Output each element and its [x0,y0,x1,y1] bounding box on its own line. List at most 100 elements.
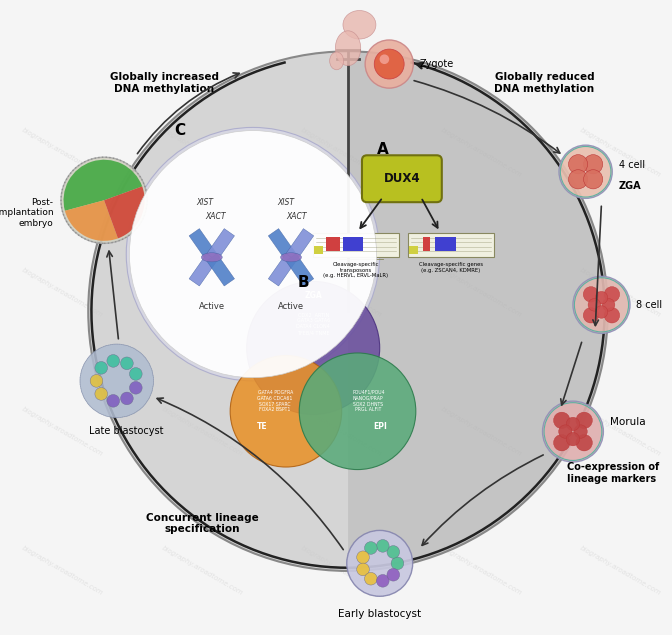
Text: biography.aroadtome.com: biography.aroadtome.com [579,545,662,597]
Text: ZGA: ZGA [304,291,322,300]
Circle shape [583,286,599,302]
Text: biography.aroadtome.com: biography.aroadtome.com [579,266,662,318]
Text: B: B [298,275,310,290]
Text: biography.aroadtome.com: biography.aroadtome.com [300,266,384,318]
Ellipse shape [280,253,302,262]
Circle shape [588,298,601,311]
Ellipse shape [202,253,222,262]
Text: Active: Active [199,302,225,311]
Text: Early blastocyst: Early blastocyst [338,609,421,619]
Text: Co-expression of
lineage markers: Co-expression of lineage markers [566,462,659,483]
Circle shape [569,155,588,174]
Text: biography.aroadtome.com: biography.aroadtome.com [161,406,244,457]
Text: biography.aroadtome.com: biography.aroadtome.com [300,545,384,597]
Text: POU4F1/POU4
NANOG/PRAP
SOX2 DHNTS
PRGL ALFIT: POU4F1/POU4 NANOG/PRAP SOX2 DHNTS PRGL A… [352,390,384,412]
Text: GATA4 PDGFRA
GATA6 CDCA61
SOX17 SPARC
FOXA2 BSPT1: GATA4 PDGFRA GATA6 CDCA61 SOX17 SPARC FO… [257,390,293,412]
Circle shape [61,157,147,243]
Text: biography.aroadtome.com: biography.aroadtome.com [579,406,662,457]
Circle shape [604,307,620,323]
FancyArrow shape [268,254,296,286]
Circle shape [374,49,404,79]
FancyBboxPatch shape [408,233,494,257]
Text: Morula: Morula [610,417,645,427]
FancyArrow shape [286,229,314,261]
Circle shape [357,563,370,576]
Text: biography.aroadtome.com: biography.aroadtome.com [579,127,662,178]
Circle shape [595,291,607,304]
Circle shape [299,353,416,469]
Text: biography.aroadtome.com: biography.aroadtome.com [300,406,384,457]
Text: Late blastocyst: Late blastocyst [89,427,163,436]
Text: Globally reduced
DNA methylation: Globally reduced DNA methylation [495,72,595,94]
Text: Concurrent lineage
specification: Concurrent lineage specification [146,512,259,534]
Circle shape [376,575,389,587]
Text: DUX4: DUX4 [384,172,420,185]
Text: biography.aroadtome.com: biography.aroadtome.com [439,127,523,178]
Text: EPI: EPI [373,422,386,431]
Circle shape [120,392,133,404]
Text: XIST: XIST [277,197,294,206]
Text: TE: TE [257,422,268,431]
Bar [409,246,418,254]
Text: C: C [175,123,185,138]
Text: XIST: XIST [196,197,213,206]
Wedge shape [65,200,118,241]
FancyArrow shape [207,254,235,286]
Wedge shape [88,51,348,571]
Circle shape [130,382,142,394]
Circle shape [130,131,376,378]
Ellipse shape [335,30,361,65]
Circle shape [583,307,599,323]
FancyArrow shape [189,229,217,261]
Circle shape [80,344,153,418]
Circle shape [107,354,120,367]
Wedge shape [104,187,144,238]
Circle shape [387,545,400,558]
Text: XACT: XACT [286,212,307,221]
Circle shape [602,298,615,311]
Bar [423,237,430,251]
FancyArrow shape [268,229,296,261]
Circle shape [542,401,603,462]
Text: Cleavage-specific
transposons
(e.g. HERVL, ERVL-MaLR): Cleavage-specific transposons (e.g. HERV… [323,262,388,278]
Circle shape [569,170,588,189]
Text: Zygote: Zygote [419,59,454,69]
Circle shape [230,356,341,467]
Circle shape [130,368,142,380]
Text: biography.aroadtome.com: biography.aroadtome.com [22,266,105,318]
Ellipse shape [343,11,376,39]
Circle shape [126,128,380,381]
Text: Active: Active [278,302,304,311]
Circle shape [357,551,370,564]
Text: Cleavage-specific genes
(e.g. ZSCAN4, KDMRE): Cleavage-specific genes (e.g. ZSCAN4, KD… [419,262,482,272]
Text: CDX2  ARTIN
GATA3 GATA6
DATA4 CLON4
TFEB/4 TNME: CDX2 ARTIN GATA3 GATA6 DATA4 CLON4 TFEB/… [296,312,330,335]
Text: biography.aroadtome.com: biography.aroadtome.com [161,127,244,178]
Circle shape [604,286,620,302]
Circle shape [247,281,380,415]
Circle shape [364,542,377,554]
Text: biography.aroadtome.com: biography.aroadtome.com [439,266,523,318]
Circle shape [387,568,400,581]
Text: biography.aroadtome.com: biography.aroadtome.com [439,406,523,457]
FancyArrow shape [207,229,235,261]
Circle shape [365,40,413,88]
Circle shape [380,55,389,64]
Circle shape [90,375,103,387]
Text: Globally increased
DNA methylation: Globally increased DNA methylation [110,72,219,94]
Circle shape [583,155,603,174]
Circle shape [566,417,580,431]
Circle shape [347,530,413,596]
Text: biography.aroadtome.com: biography.aroadtome.com [22,127,105,178]
Circle shape [576,434,592,451]
Circle shape [573,276,630,333]
Circle shape [576,412,592,429]
Text: biography.aroadtome.com: biography.aroadtome.com [22,545,105,597]
Circle shape [364,572,377,585]
Circle shape [391,557,404,570]
Circle shape [583,170,603,189]
Wedge shape [348,51,607,571]
Bar [326,237,340,251]
Text: ZGA: ZGA [619,181,641,190]
Circle shape [95,387,108,400]
Circle shape [95,361,108,374]
